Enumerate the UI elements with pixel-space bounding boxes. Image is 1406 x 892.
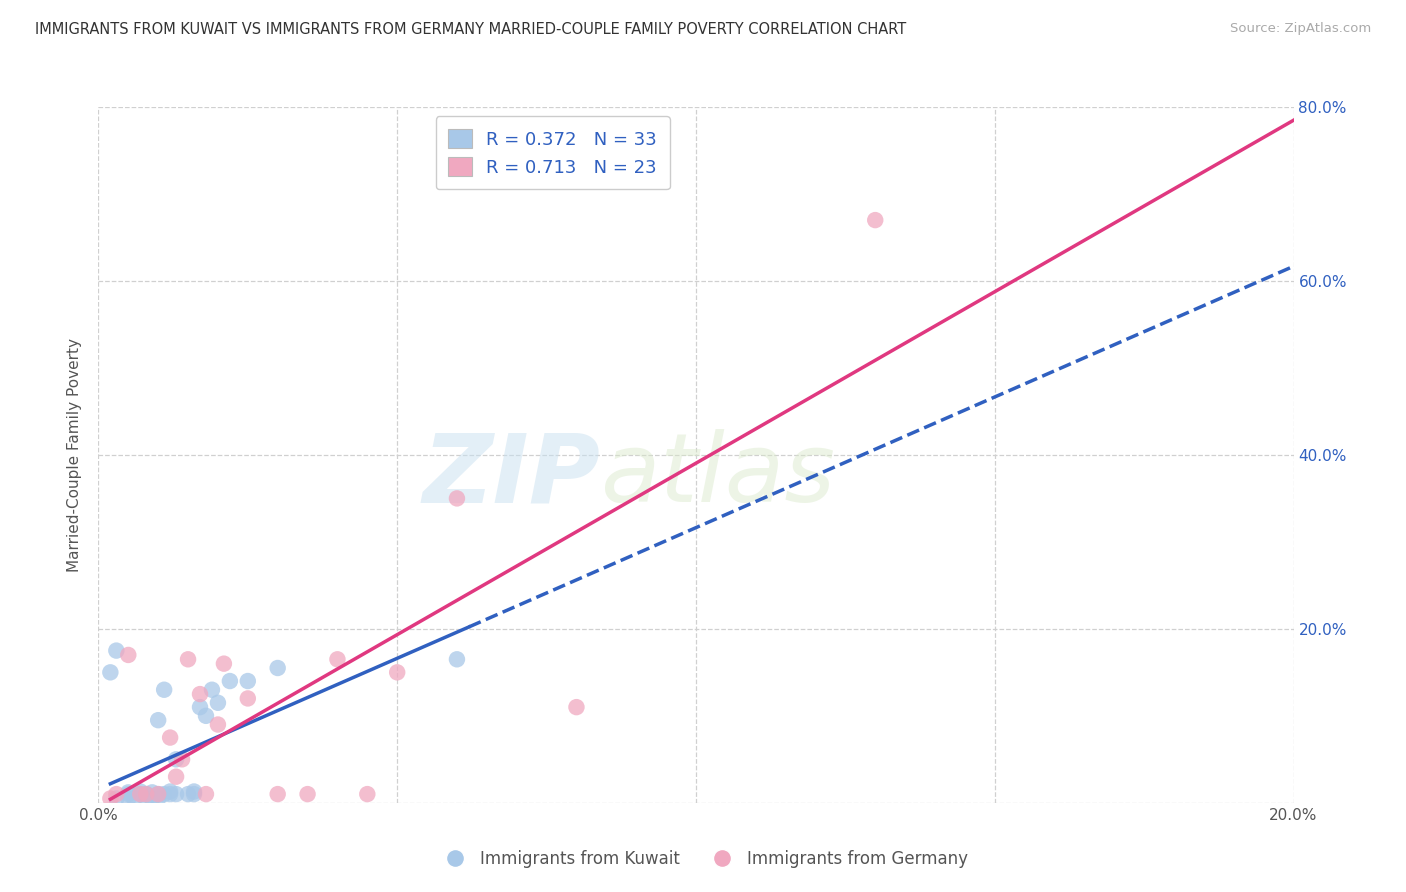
- Point: [207, 717, 229, 731]
- Point: [297, 787, 319, 801]
- Point: [117, 787, 139, 801]
- Point: [446, 491, 468, 506]
- Text: IMMIGRANTS FROM KUWAIT VS IMMIGRANTS FROM GERMANY MARRIED-COUPLE FAMILY POVERTY : IMMIGRANTS FROM KUWAIT VS IMMIGRANTS FRO…: [35, 22, 907, 37]
- Point: [219, 674, 242, 689]
- Point: [135, 791, 157, 805]
- Point: [165, 787, 187, 801]
- Point: [267, 787, 290, 801]
- Point: [159, 731, 181, 745]
- Point: [117, 791, 139, 805]
- Point: [236, 674, 259, 689]
- Point: [141, 791, 163, 805]
- Point: [207, 696, 229, 710]
- Legend: Immigrants from Kuwait, Immigrants from Germany: Immigrants from Kuwait, Immigrants from …: [432, 844, 974, 875]
- Point: [236, 691, 259, 706]
- Point: [148, 787, 170, 801]
- Text: ZIP: ZIP: [422, 429, 600, 523]
- Point: [159, 784, 181, 798]
- Point: [100, 791, 122, 805]
- Point: [124, 791, 146, 805]
- Legend: R = 0.372   N = 33, R = 0.713   N = 23: R = 0.372 N = 33, R = 0.713 N = 23: [436, 116, 669, 189]
- Point: [148, 787, 170, 801]
- Point: [183, 787, 205, 801]
- Point: [267, 661, 290, 675]
- Point: [188, 700, 211, 714]
- Point: [105, 791, 128, 805]
- Point: [148, 713, 170, 727]
- Point: [183, 784, 205, 798]
- Point: [165, 770, 187, 784]
- Y-axis label: Married-Couple Family Poverty: Married-Couple Family Poverty: [67, 338, 83, 572]
- Point: [188, 687, 211, 701]
- Point: [177, 787, 200, 801]
- Point: [159, 787, 181, 801]
- Point: [105, 643, 128, 657]
- Point: [172, 752, 194, 766]
- Point: [153, 682, 176, 697]
- Point: [148, 791, 170, 805]
- Point: [201, 682, 224, 697]
- Point: [105, 787, 128, 801]
- Point: [446, 652, 468, 666]
- Point: [117, 785, 139, 799]
- Point: [326, 652, 349, 666]
- Point: [356, 787, 378, 801]
- Point: [129, 787, 152, 801]
- Point: [865, 213, 887, 227]
- Point: [165, 752, 187, 766]
- Point: [385, 665, 409, 680]
- Point: [212, 657, 235, 671]
- Point: [177, 652, 200, 666]
- Point: [135, 787, 157, 801]
- Point: [195, 708, 218, 723]
- Text: atlas: atlas: [600, 429, 835, 523]
- Point: [117, 648, 139, 662]
- Point: [565, 700, 588, 714]
- Text: Source: ZipAtlas.com: Source: ZipAtlas.com: [1230, 22, 1371, 36]
- Point: [129, 784, 152, 798]
- Point: [153, 787, 176, 801]
- Point: [100, 665, 122, 680]
- Point: [135, 787, 157, 801]
- Point: [195, 787, 218, 801]
- Point: [129, 787, 152, 801]
- Point: [141, 785, 163, 799]
